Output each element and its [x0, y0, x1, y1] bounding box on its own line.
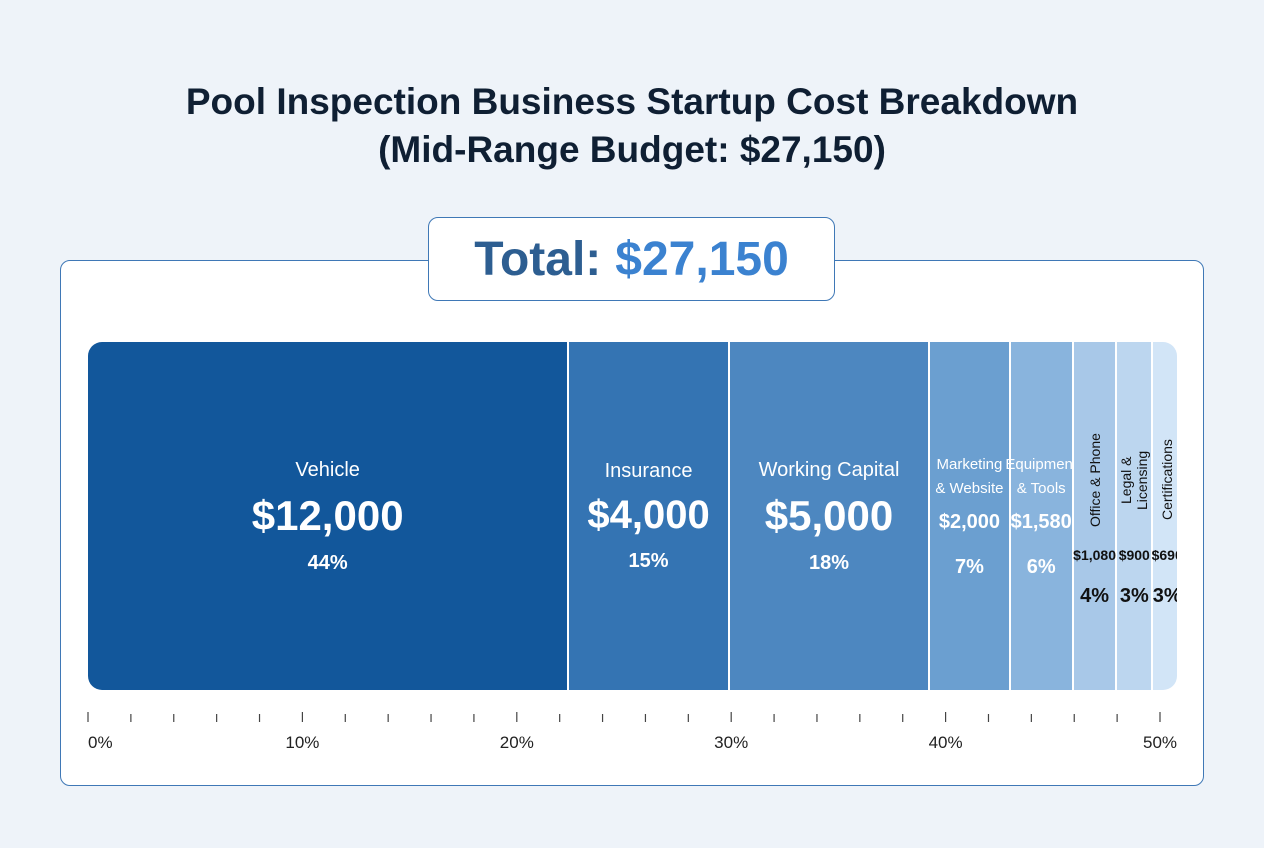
share-label: 3% [1119, 584, 1149, 607]
value-label: $4,000 [587, 493, 710, 537]
share-label: 4% [1080, 584, 1110, 607]
x-tick-label: 40% [929, 733, 963, 752]
category-label: Working Capital [758, 458, 900, 481]
segment: Insurance $4,000 15% [569, 342, 730, 690]
value-label: $1,080 [1073, 546, 1116, 563]
total-badge: Total: $27,150 [428, 217, 835, 301]
category-label: Equipment & Tools [1005, 456, 1078, 497]
category-label: Vehicle [295, 458, 360, 481]
total-value: $27,150 [615, 232, 789, 286]
category-label: Insurance [604, 460, 693, 482]
share-label: 6% [1026, 556, 1056, 578]
value-label: $1,580 [1010, 511, 1072, 533]
value-label: $12,000 [251, 491, 404, 539]
value-label: $690 [1151, 546, 1177, 563]
segment: Marketing & Website $2,000 7% [930, 342, 1011, 690]
share-label: 7% [954, 556, 984, 578]
chart-title: Pool Inspection Business Startup Cost Br… [185, 81, 1079, 170]
value-label: $5,000 [764, 491, 894, 539]
category-label: Marketing & Website [935, 456, 1004, 497]
x-tick-label: 20% [500, 733, 534, 752]
segment: Office & Phone $1,080 4% [1073, 342, 1118, 690]
segment: Legal & Licensing $900 3% [1117, 342, 1154, 690]
total-prefix: Total: [474, 232, 602, 286]
share-label: 44% [307, 551, 348, 574]
x-tick-label: 50% [1143, 733, 1177, 752]
x-tick-label: 0% [88, 733, 113, 752]
cost-strip: Vehicle $12,000 44% Insurance $4,000 15% Worki… [88, 342, 1177, 690]
x-tick-label: 30% [714, 733, 748, 752]
segment: Certifications$6903% [1151, 342, 1177, 690]
share-label: 3% [1152, 584, 1177, 607]
share-label: 18% [809, 551, 850, 574]
value-label: $900 [1118, 546, 1150, 563]
value-label: $2,000 [938, 511, 1000, 533]
share-label: 15% [628, 550, 669, 572]
x-tick-label: 10% [285, 733, 319, 752]
segment: Working Capital $5,000 18% [729, 342, 931, 690]
segment: Vehicle $12,000 44% [88, 342, 570, 690]
segment: Equipment & Tools $1,580 6% [1005, 342, 1077, 690]
